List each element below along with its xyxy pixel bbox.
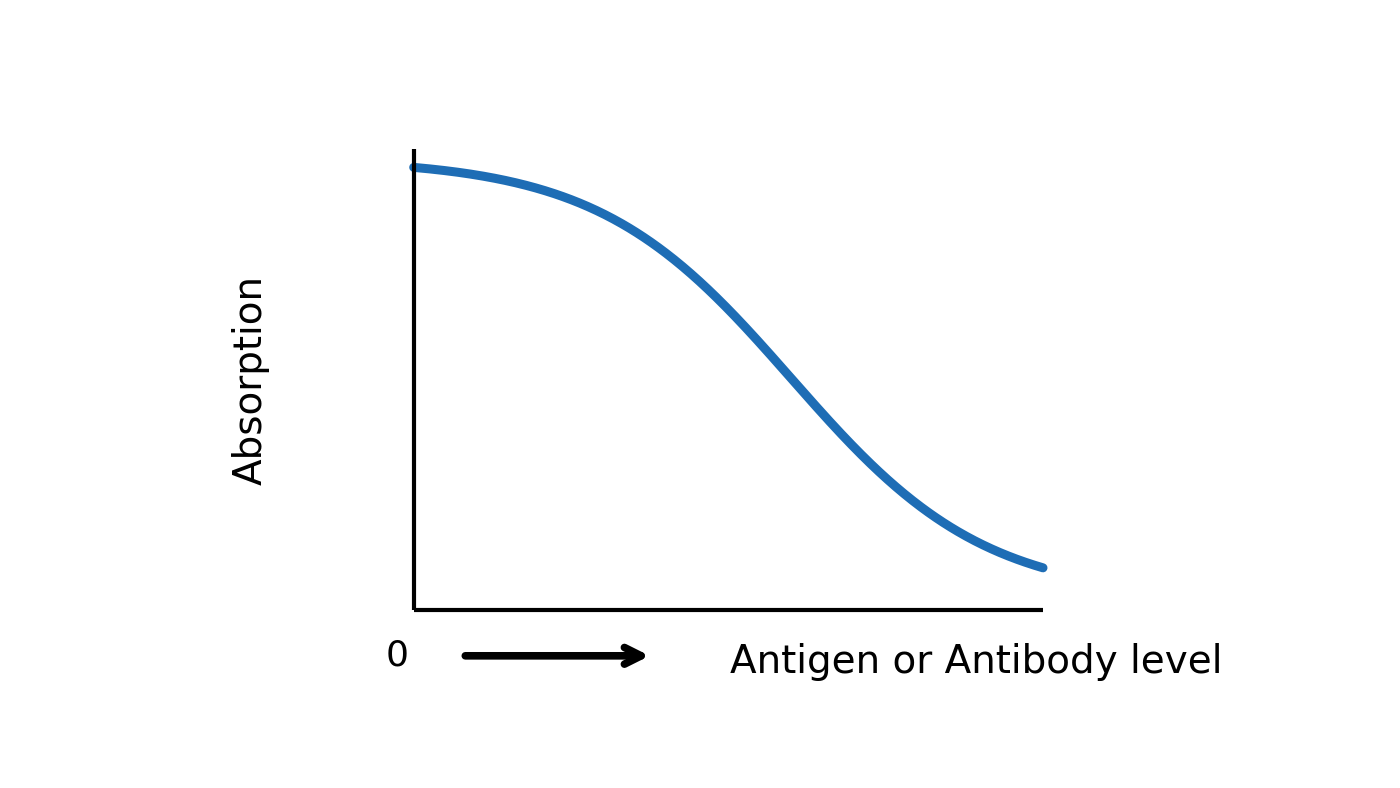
Text: 0: 0 <box>386 639 409 673</box>
Text: Absorption: Absorption <box>232 275 270 485</box>
Text: Antigen or Antibody level: Antigen or Antibody level <box>729 643 1222 681</box>
